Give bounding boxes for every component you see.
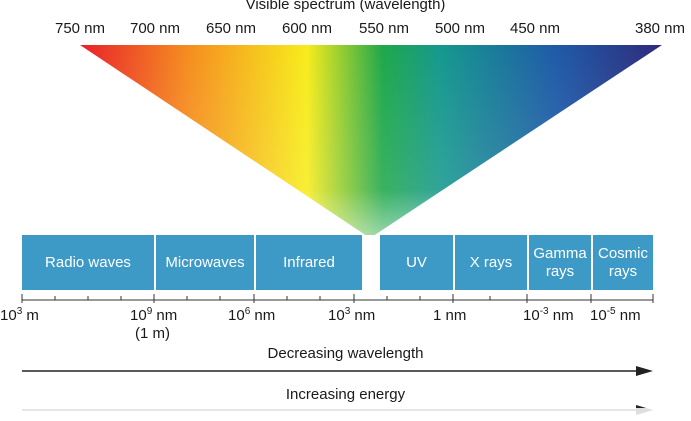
band-radio-waves: Radio waves xyxy=(22,235,154,290)
wavelength-label-550: 550 nm xyxy=(358,20,410,37)
wavelength-arrow-head xyxy=(636,366,653,376)
bottom-fade xyxy=(0,408,691,421)
band-uv: UV xyxy=(380,235,453,290)
spectrum-title: Visible spectrum (wavelength) xyxy=(245,0,446,13)
scale-ticks xyxy=(21,294,654,303)
wavelength-label-600: 600 nm xyxy=(281,20,333,37)
wavelength-label-650: 650 nm xyxy=(205,20,257,37)
wavelength-label-700: 700 nm xyxy=(129,20,181,37)
band-x-rays: X rays xyxy=(453,235,527,290)
scale-label-1-nm: 1 nm xyxy=(433,307,467,324)
scale-note-1m: (1 m) xyxy=(135,325,170,342)
scale-label-1e3-nm: 103 nm xyxy=(328,306,376,324)
band-cosmic-rays: Cosmic rays xyxy=(591,235,653,290)
band-infrared: Infrared xyxy=(254,235,362,290)
scale-label-1e9-nm: 109 nm xyxy=(130,306,178,324)
wavelength-label-500: 500 nm xyxy=(434,20,486,37)
wavelength-label-450: 450 nm xyxy=(509,20,561,37)
band-microwaves: Microwaves xyxy=(154,235,254,290)
decreasing-wavelength-label: Decreasing wavelength xyxy=(267,345,424,362)
scale-label-1e-3-nm: 10-3 nm xyxy=(523,306,574,324)
increasing-energy-label: Increasing energy xyxy=(285,386,406,403)
wavelength-label-750: 750 nm xyxy=(54,20,106,37)
spectrum-highlight xyxy=(80,45,662,238)
scale-label-1e6-nm: 106 nm xyxy=(228,306,276,324)
scale-label-1e-5-nm: 10-5 nm xyxy=(590,306,641,324)
scale-label-1e3-m: 103 m xyxy=(0,306,39,324)
band-visible-gap xyxy=(362,235,380,290)
band-gamma-rays: Gamma rays xyxy=(527,235,591,290)
wavelength-label-380: 380 nm xyxy=(634,20,686,37)
